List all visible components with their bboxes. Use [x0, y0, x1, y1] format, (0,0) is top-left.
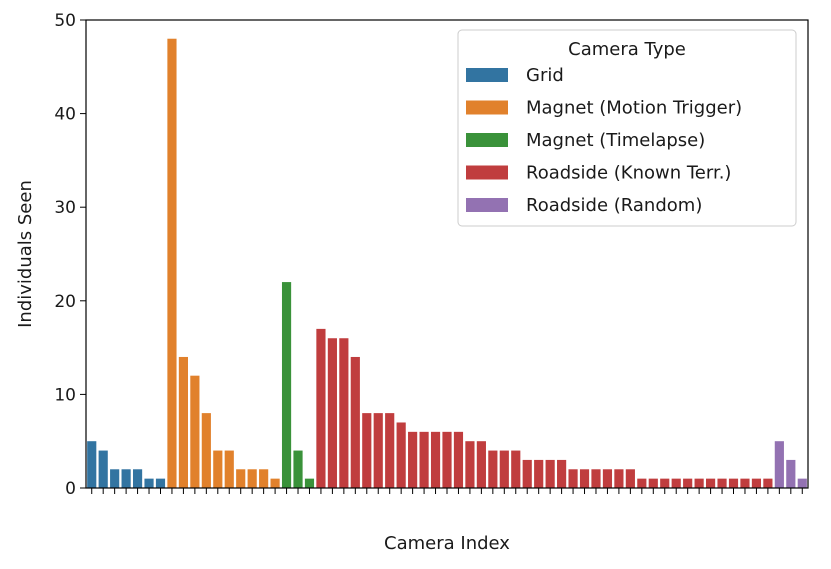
- legend-items: Grid Magnet (Motion Trigger) Magnet (Timel…: [466, 65, 742, 216]
- bar-9: [190, 375, 200, 488]
- y-tick-label-2: 20: [54, 292, 76, 312]
- legend-label-4: Roadside (Random): [526, 195, 702, 216]
- bar-54: [706, 478, 716, 488]
- bar-49: [648, 478, 658, 488]
- plot-frame: [85, 19, 809, 489]
- x-ticks: [91, 488, 803, 494]
- bar-3: [121, 469, 131, 488]
- bar-26: [385, 413, 395, 488]
- bar-8: [178, 356, 188, 488]
- bar-2: [110, 469, 120, 488]
- bar-52: [683, 478, 693, 488]
- bar-7: [167, 38, 177, 488]
- bar-32: [453, 431, 464, 488]
- bar-4: [132, 469, 143, 488]
- legend-title: Camera Type: [568, 39, 686, 60]
- bar-39: [534, 459, 544, 488]
- y-ticks: 0 10 20 30 40 50: [54, 11, 86, 499]
- bar-0: [87, 441, 97, 488]
- bar-31: [442, 431, 452, 488]
- bar-53: [694, 478, 704, 488]
- bar-58: [751, 478, 762, 488]
- bar-11: [213, 450, 223, 488]
- bar-1: [98, 450, 108, 488]
- legend-swatch-1: [466, 100, 508, 115]
- bar-50: [660, 478, 670, 488]
- x-axis-label: Camera Index: [384, 533, 510, 554]
- bar-15: [259, 469, 269, 488]
- bar-16: [270, 478, 280, 488]
- y-tick-label-5: 50: [54, 11, 76, 31]
- bar-27: [396, 422, 406, 488]
- bars-group: [87, 38, 807, 488]
- bar-44: [591, 469, 601, 488]
- bar-13: [236, 469, 246, 488]
- bar-61: [786, 459, 796, 488]
- bar-60: [774, 441, 784, 488]
- bar-59: [763, 478, 773, 488]
- bar-36: [499, 450, 509, 488]
- bar-51: [671, 478, 681, 488]
- y-axis-label: Individuals Seen: [15, 180, 36, 328]
- bar-48: [637, 478, 647, 488]
- legend-swatch-0: [466, 68, 508, 82]
- bar-22: [339, 338, 349, 488]
- y-tick-label-0: 0: [65, 479, 76, 499]
- bar-56: [728, 478, 739, 488]
- bar-6: [155, 478, 166, 488]
- legend-label-1: Magnet (Motion Trigger): [526, 98, 742, 119]
- y-tick-label-3: 30: [54, 198, 76, 218]
- bar-18: [293, 450, 303, 488]
- bar-41: [557, 459, 567, 488]
- bar-12: [224, 450, 234, 488]
- bar-28: [408, 431, 418, 488]
- legend-swatch-3: [466, 165, 508, 180]
- bar-23: [350, 356, 360, 488]
- bar-21: [327, 338, 337, 488]
- bar-33: [465, 441, 475, 488]
- legend-label-2: Magnet (Timelapse): [526, 130, 705, 151]
- bar-42: [568, 469, 578, 488]
- bar-30: [430, 431, 441, 488]
- y-tick-label-1: 10: [54, 385, 76, 405]
- legend-label-3: Roadside (Known Terr.): [526, 163, 731, 184]
- bar-47: [625, 469, 635, 488]
- bar-46: [614, 469, 624, 488]
- legend-swatch-2: [466, 133, 508, 147]
- legend-frame: [457, 29, 797, 227]
- bar-62: [797, 478, 807, 488]
- bar-34: [476, 441, 486, 488]
- bar-55: [717, 478, 727, 488]
- bar-40: [545, 459, 555, 488]
- bar-5: [144, 478, 154, 488]
- y-tick-label-4: 40: [54, 105, 76, 125]
- bar-38: [522, 459, 532, 488]
- bar-35: [488, 450, 498, 488]
- legend: Camera Type Grid Magnet (Motion Trigger) M…: [457, 29, 797, 227]
- bar-24: [362, 413, 372, 488]
- legend-swatch-4: [466, 198, 508, 212]
- legend-label-0: Grid: [526, 65, 564, 86]
- bar-29: [419, 431, 429, 488]
- bar-20: [316, 328, 326, 488]
- bar-57: [740, 478, 750, 488]
- bar-25: [373, 413, 383, 488]
- bar-17: [281, 282, 292, 488]
- bar-19: [304, 478, 315, 488]
- bar-45: [602, 469, 613, 488]
- bar-43: [579, 469, 590, 488]
- bar-14: [247, 469, 257, 488]
- bar-37: [511, 450, 521, 488]
- bar-10: [201, 413, 211, 488]
